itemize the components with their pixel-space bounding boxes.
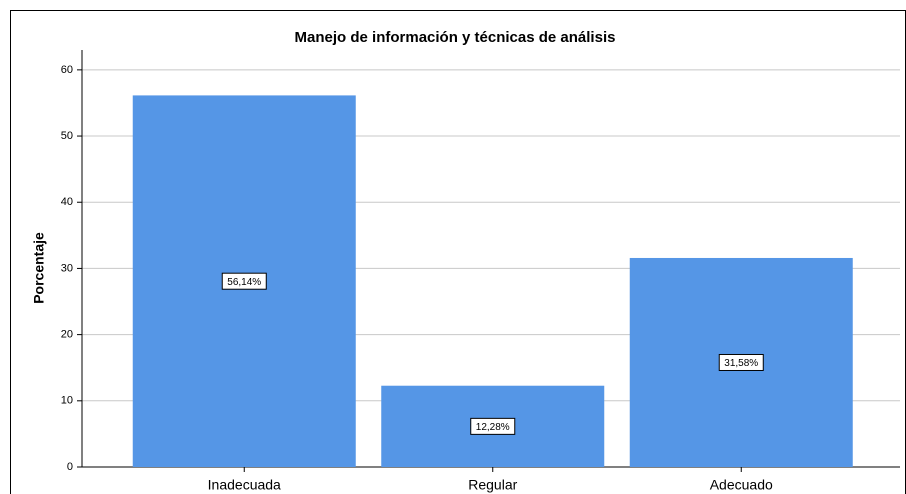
y-tick-label: 60 <box>61 64 73 76</box>
y-tick-label: 50 <box>61 130 73 142</box>
value-label: 31,58% <box>724 358 758 369</box>
chart-title: Manejo de información y técnicas de anál… <box>295 29 616 46</box>
x-tick-label: Inadecuada <box>208 477 281 493</box>
y-tick-label: 0 <box>67 461 73 473</box>
value-label-box <box>470 417 516 435</box>
y-tick-label: 40 <box>61 196 73 208</box>
y-tick-label: 30 <box>61 262 73 274</box>
value-label-box <box>718 353 764 371</box>
value-label: 56,14% <box>227 277 261 288</box>
y-tick-label: 10 <box>61 395 73 407</box>
y-tick-label: 20 <box>61 329 73 341</box>
y-axis-label: Porcentaje <box>31 232 47 304</box>
value-label-box <box>221 272 267 290</box>
x-tick-label: Adecuado <box>710 477 773 493</box>
value-label: 12,28% <box>476 422 510 433</box>
x-tick-label: Regular <box>468 477 517 493</box>
